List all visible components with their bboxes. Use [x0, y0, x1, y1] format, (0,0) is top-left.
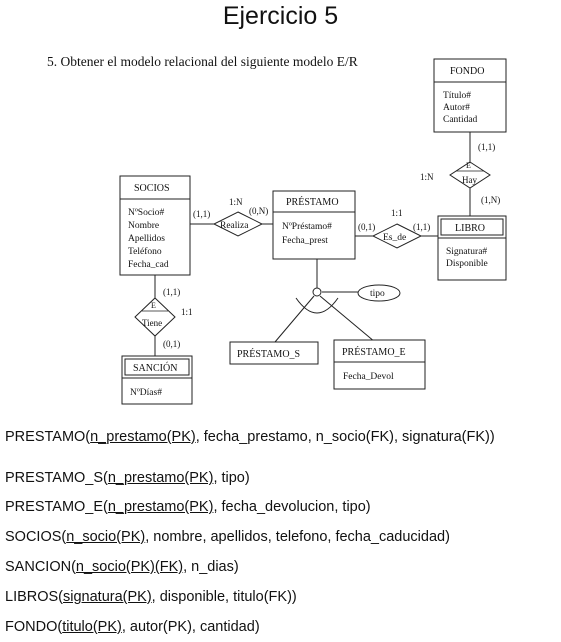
entity-libro-attr: Disponible	[446, 259, 488, 269]
relation-name: SANCION(	[5, 559, 76, 575]
entity-sancion-name: SANCIÓN	[133, 362, 177, 374]
cardinality-hay-ratio: 1:N	[420, 172, 434, 182]
relation-prestamo: PRESTAMO(n_prestamo(PK), fecha_prestamo,…	[5, 429, 495, 445]
relation-attrs: , disponible, titulo(FK))	[151, 589, 297, 605]
relationship-tiene: E Tiene (1,1) 1:1 (0,1)	[134, 287, 193, 349]
relation-key: n_socio(PK)	[75, 559, 155, 575]
cardinality-tiene-bottom: (0,1)	[163, 339, 180, 349]
attribute-tipo: tipo	[357, 284, 401, 302]
relation-key: signatura(PK)	[63, 589, 152, 605]
relationship-realiza: Realiza 1:N (1,1) (0,N)	[193, 197, 268, 237]
entity-libro-attr: Signatura#	[446, 247, 487, 257]
relationship-hay: E Hay (1,1) 1:N (1,N)	[420, 142, 500, 205]
relationship-tiene-name: Tiene	[142, 318, 162, 328]
entity-fondo-attr: Título#	[443, 91, 471, 101]
cardinality-realiza-ratio: 1:N	[229, 197, 243, 207]
entity-sancion-attr: NºDías#	[130, 388, 162, 398]
cardinality-hay-top: (1,1)	[478, 142, 495, 152]
entity-prestamo: PRÉSTAMO NºPréstamo# Fecha_prest	[272, 190, 356, 260]
entity-libro-name: LIBRO	[455, 223, 485, 234]
relation-name: PRESTAMO_S(	[5, 470, 108, 486]
entity-socios-attr: NºSocio#	[128, 208, 164, 218]
er-diagram: 5. Obtener el modelo relacional del sigu…	[47, 54, 507, 405]
relation-key: n_prestamo(PK)	[107, 499, 214, 515]
relationship-hay-name: Hay	[462, 175, 477, 185]
entity-prestamo-e: PRÉSTAMO_E Fecha_Devol	[333, 339, 426, 390]
relationship-realiza-name: Realiza	[220, 221, 249, 231]
entity-prestamo-attr: Fecha_prest	[282, 236, 328, 246]
relation-attrs: , fecha_prestamo, n_socio(FK), signatura…	[195, 429, 495, 445]
entity-prestamo-e-name: PRÉSTAMO_E	[342, 346, 406, 358]
entity-fondo-attr: Cantidad	[443, 115, 478, 125]
relation-attrs: , fecha_devolucion, tipo)	[213, 499, 371, 515]
entity-socios-attr: Fecha_cad	[128, 260, 169, 270]
relation-name: PRESTAMO(	[5, 429, 91, 445]
entity-prestamo-s: PRÉSTAMO_S	[229, 341, 319, 365]
relation-key: n_prestamo(PK)	[107, 470, 214, 486]
relation-name: PRESTAMO_E(	[5, 499, 108, 515]
cardinality-es-de-left: (0,1)	[358, 222, 375, 232]
relation-key-fk: (FK)	[154, 559, 184, 575]
entity-socios: SOCIOS NºSocio# Nombre Apellidos Teléfon…	[119, 175, 191, 276]
relationship-es-de: Es_de 1:1 (0,1) (1,1)	[358, 208, 430, 249]
attribute-tipo-label: tipo	[370, 289, 385, 299]
relation-key: n_socio(PK)	[66, 529, 146, 545]
cardinality-realiza-left: (1,1)	[193, 209, 210, 219]
entity-socios-attr: Teléfono	[128, 246, 162, 257]
page-title: Ejercicio 5	[222, 2, 339, 30]
entity-socios-attr: Nombre	[128, 221, 159, 231]
entity-prestamo-attr: NºPréstamo#	[282, 222, 332, 232]
cardinality-realiza-right: (0,N)	[249, 206, 268, 216]
relationship-tiene-weak: E	[151, 301, 156, 310]
relation-fondo: FONDO(titulo(PK), autor(PK), cantidad)	[5, 619, 260, 635]
relation-attrs: , autor(PK), cantidad)	[121, 619, 260, 635]
relation-name: FONDO(	[5, 619, 63, 635]
relation-key: titulo(PK)	[62, 619, 122, 635]
relationship-es-de-name: Es_de	[383, 233, 406, 243]
relation-sancion: SANCION(n_socio(PK)(FK), n_dias)	[5, 559, 239, 575]
relation-key: n_prestamo(PK)	[90, 429, 196, 445]
cardinality-tiene-top: (1,1)	[163, 287, 180, 297]
entity-prestamo-s-name: PRÉSTAMO_S	[237, 348, 300, 360]
relation-prestamo-e: PRESTAMO_E(n_prestamo(PK), fecha_devoluc…	[5, 499, 371, 515]
relation-attrs: , nombre, apellidos, telefono, fecha_cad…	[145, 529, 450, 545]
cardinality-es-de-right: (1,1)	[413, 222, 430, 232]
cardinality-es-de-ratio: 1:1	[391, 208, 403, 218]
entity-fondo: FONDO Título# Autor# Cantidad	[433, 58, 507, 133]
relation-libros: LIBROS(signatura(PK), disponible, titulo…	[5, 589, 297, 605]
relation-socios: SOCIOS(n_socio(PK), nombre, apellidos, t…	[5, 529, 450, 545]
entity-prestamo-e-attr: Fecha_Devol	[343, 372, 394, 382]
entity-sancion: SANCIÓN NºDías#	[121, 355, 193, 405]
relation-name: LIBROS(	[5, 589, 64, 605]
entity-fondo-name: FONDO	[450, 66, 484, 77]
relation-name: SOCIOS(	[5, 529, 67, 545]
entity-fondo-attr: Autor#	[443, 103, 470, 113]
cardinality-hay-bottom: (1,N)	[481, 195, 500, 205]
entity-socios-name: SOCIOS	[134, 183, 170, 194]
entity-libro: LIBRO Signatura# Disponible	[437, 215, 507, 281]
relation-prestamo-s: PRESTAMO_S(n_prestamo(PK), tipo)	[5, 470, 250, 486]
relation-attrs: , tipo)	[213, 470, 250, 486]
relation-attrs: , n_dias)	[183, 559, 239, 575]
entity-prestamo-name: PRÉSTAMO	[286, 196, 339, 208]
exercise-statement: 5. Obtener el modelo relacional del sigu…	[47, 54, 358, 69]
cardinality-tiene-ratio: 1:1	[181, 307, 193, 317]
relationship-hay-weak: E	[466, 161, 471, 170]
entity-socios-attr: Apellidos	[128, 234, 165, 244]
